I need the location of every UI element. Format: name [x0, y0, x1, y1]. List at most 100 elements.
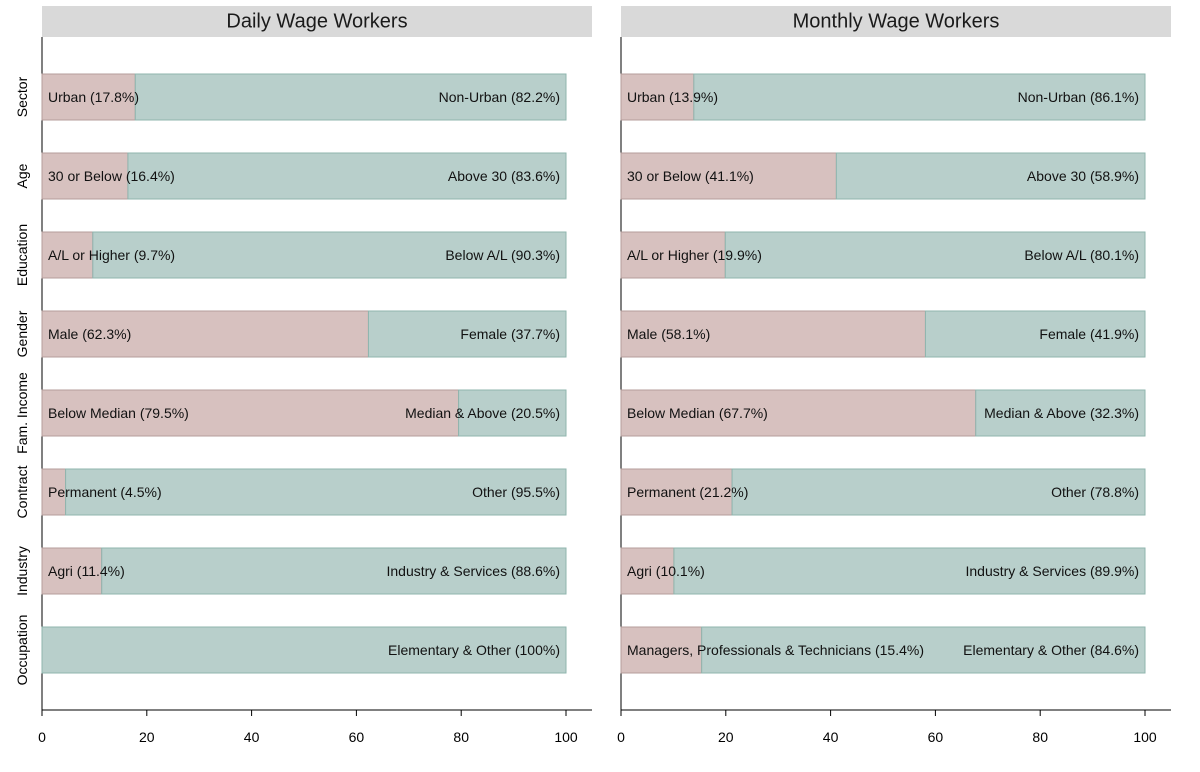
category-axis-labels: Sector Age Education Gender Fam. Income Contr… — [14, 76, 30, 685]
category-label-industry: Industry — [14, 546, 30, 596]
category-label-age: Age — [14, 163, 30, 188]
bar-label-a: 30 or Below (41.1%) — [627, 168, 754, 184]
bar-label-b: Above 30 (58.9%) — [1027, 168, 1139, 184]
x-tick-label: 80 — [453, 729, 469, 745]
bar-label-b: Elementary & Other (84.6%) — [963, 642, 1139, 658]
bar-row-fam-income: Below Median (67.7%) Median & Above (32.3… — [620, 389, 1146, 437]
bar-segment-contract-b — [65, 468, 567, 516]
bar-label-a: 30 or Below (16.4%) — [48, 168, 175, 184]
bar-label-a: Urban (13.9%) — [627, 89, 718, 105]
bar-label-a: Managers, Professionals & Technicians (1… — [627, 642, 924, 658]
bar-label-b: Median & Above (20.5%) — [405, 405, 560, 421]
bar-label-a: Below Median (67.7%) — [627, 405, 768, 421]
bar-label-a: Agri (11.4%) — [48, 563, 125, 579]
bar-row-contract: Permanent (21.2%) Other (78.8%) — [620, 468, 1146, 516]
x-tick-label: 0 — [617, 729, 625, 745]
bar-row-education: A/L or Higher (9.7%) Below A/L (90.3%) — [41, 231, 567, 279]
bar-label-a: Male (58.1%) — [627, 326, 710, 342]
monthly-wage-panel: Monthly Wage Workers 0 20 40 60 80 100 Urban (1… — [617, 6, 1171, 745]
bar-segment-gender-a — [620, 310, 926, 358]
bar-segment-industry-a — [620, 547, 675, 595]
bar-label-b: Above 30 (83.6%) — [448, 168, 560, 184]
x-tick-label: 40 — [244, 729, 260, 745]
x-tick-label: 0 — [38, 729, 46, 745]
bar-label-b: Industry & Services (88.6%) — [386, 563, 560, 579]
bar-segment-education-a — [41, 231, 94, 279]
bar-row-age: 30 or Below (41.1%) Above 30 (58.9%) — [620, 152, 1146, 200]
x-tick-label: 100 — [554, 729, 578, 745]
bar-segment-occupation-a — [620, 626, 703, 674]
panel-title: Monthly Wage Workers — [793, 11, 1000, 33]
panel-header — [42, 6, 592, 37]
bar-label-a: Urban (17.8%) — [48, 89, 139, 105]
bar-label-a: Agri (10.1%) — [627, 563, 705, 579]
bar-segment-gender-a — [41, 310, 369, 358]
bar-label-b: Below A/L (90.3%) — [445, 247, 560, 263]
category-label-contract: Contract — [14, 465, 30, 518]
bar-segment-industry-b — [673, 547, 1146, 595]
bar-label-b: Non-Urban (86.1%) — [1018, 89, 1139, 105]
bar-segment-gender-b — [367, 310, 567, 358]
category-label-fam-income: Fam. Income — [14, 372, 30, 454]
bar-segment-occupation-b — [701, 626, 1146, 674]
bar-segment-sector-b — [134, 73, 567, 121]
bar-segment-gender-b — [924, 310, 1146, 358]
bar-segment-fam-income-a — [620, 389, 977, 437]
category-label-occupation: Occupation — [14, 615, 30, 686]
bar-segment-fam-income-b — [458, 389, 567, 437]
bar-segment-education-a — [620, 231, 726, 279]
bar-segment-age-b — [127, 152, 567, 200]
bar-segment-education-b — [724, 231, 1146, 279]
x-tick-label: 20 — [718, 729, 734, 745]
bar-segment-fam-income-a — [41, 389, 460, 437]
bar-label-a: Permanent (21.2%) — [627, 484, 748, 500]
bar-row-sector: Urban (13.9%) Non-Urban (86.1%) — [620, 73, 1146, 121]
x-tick-label: 20 — [139, 729, 155, 745]
bar-label-a: Below Median (79.5%) — [48, 405, 189, 421]
bar-segment-education-b — [92, 231, 567, 279]
bar-segment-sector-a — [41, 73, 136, 121]
category-label-gender: Gender — [14, 310, 30, 357]
bar-label-b: Industry & Services (89.9%) — [965, 563, 1139, 579]
x-tick-label: 60 — [349, 729, 365, 745]
bar-row-occupation: Managers, Professionals & Technicians (1… — [620, 626, 1146, 674]
bar-segment-age-a — [620, 152, 837, 200]
bar-label-b: Other (78.8%) — [1051, 484, 1139, 500]
category-label-sector: Sector — [14, 76, 30, 117]
bar-segment-sector-a — [620, 73, 695, 121]
bar-segment-industry-b — [101, 547, 567, 595]
bar-segment-age-b — [835, 152, 1146, 200]
bar-label-b: Non-Urban (82.2%) — [439, 89, 560, 105]
x-tick-label: 80 — [1032, 729, 1048, 745]
daily-wage-panel: Daily Wage Workers 0 20 40 60 80 100 Urban (17.… — [38, 6, 592, 745]
bar-row-sector: Urban (17.8%) Non-Urban (82.2%) — [41, 73, 567, 121]
x-tick-label: 100 — [1133, 729, 1157, 745]
bar-row-gender: Male (62.3%) Female (37.7%) — [41, 310, 567, 358]
bar-label-a: Permanent (4.5%) — [48, 484, 162, 500]
bar-row-age: 30 or Below (16.4%) Above 30 (83.6%) — [41, 152, 567, 200]
bar-label-b: Median & Above (32.3%) — [984, 405, 1139, 421]
bar-row-fam-income: Below Median (79.5%) Median & Above (20.5… — [41, 389, 567, 437]
bar-label-b: Below A/L (80.1%) — [1024, 247, 1139, 263]
bar-label-b: Other (95.5%) — [472, 484, 560, 500]
bar-row-contract: Permanent (4.5%) Other (95.5%) — [41, 468, 567, 516]
bar-row-gender: Male (58.1%) Female (41.9%) — [620, 310, 1146, 358]
bar-row-industry: Agri (11.4%) Industry & Services (88.6%) — [41, 547, 567, 595]
bar-segment-sector-b — [693, 73, 1146, 121]
bar-segment-industry-a — [41, 547, 103, 595]
bar-label-b: Female (37.7%) — [460, 326, 560, 342]
panel-header — [621, 6, 1171, 37]
bar-segment-contract-b — [731, 468, 1146, 516]
bar-row-industry: Agri (10.1%) Industry & Services (89.9%) — [620, 547, 1146, 595]
bar-segment-fam-income-b — [975, 389, 1146, 437]
bar-label-b: Elementary & Other (100%) — [388, 642, 560, 658]
bar-segment-occupation-b — [41, 626, 567, 674]
bar-row-occupation: Elementary & Other (100%) — [41, 626, 567, 674]
x-tick-label: 60 — [928, 729, 944, 745]
bar-label-b: Female (41.9%) — [1039, 326, 1139, 342]
panel-title: Daily Wage Workers — [226, 11, 407, 33]
bar-label-a: Male (62.3%) — [48, 326, 131, 342]
bar-label-a: A/L or Higher (9.7%) — [48, 247, 175, 263]
category-label-education: Education — [14, 224, 30, 286]
